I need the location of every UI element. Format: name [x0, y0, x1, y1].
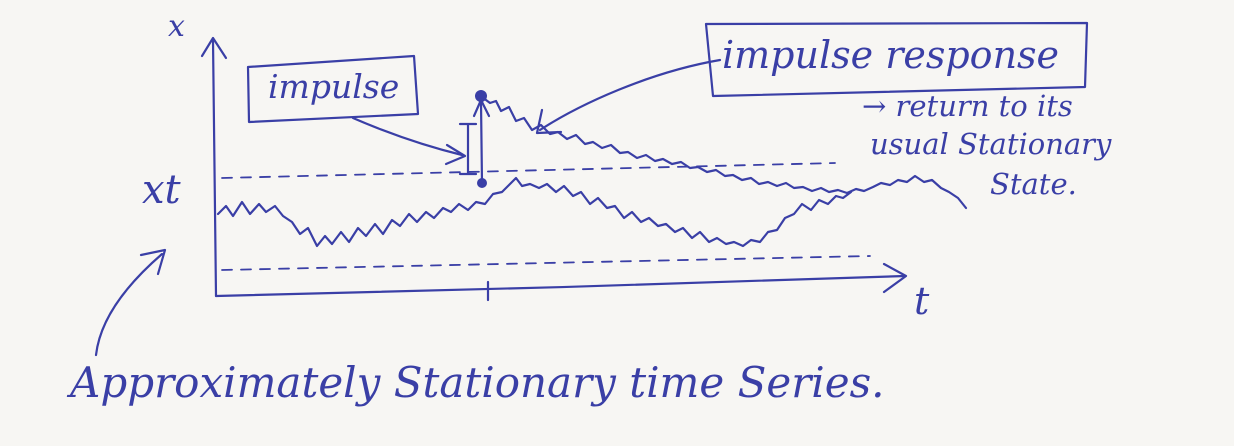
impulse-response-pointer-arrow: [538, 58, 722, 132]
return-note-line2: usual Stationary: [870, 127, 1112, 161]
impulse-jump-arrowhead: [472, 98, 491, 118]
impulse-response-label-box: [704, 21, 1089, 98]
impulse-label: impulse: [268, 67, 400, 106]
y-axis: [211, 38, 218, 298]
impulse-peak-dot: [475, 90, 487, 102]
x-axis: [214, 274, 907, 298]
impulse-magnitude-bracket: [458, 122, 478, 176]
impulse-label-box: [246, 54, 420, 124]
impulse-pointer-arrow: [351, 116, 464, 157]
x-axis-arrowhead: [882, 262, 908, 294]
upper-dashed-band: [221, 162, 836, 179]
caption-pointer-arrowhead: [139, 248, 167, 276]
y-axis-label: x: [168, 9, 185, 44]
series-symbol-label: xt: [142, 167, 181, 213]
stationary-series: [216, 176, 853, 248]
lower-dashed-band: [221, 255, 871, 271]
impulse-response-label: impulse response: [722, 33, 1060, 77]
caption-pointer-arrow: [94, 252, 164, 357]
return-note-line3: State.: [990, 167, 1077, 201]
x-axis-label: t: [914, 279, 930, 323]
diagram-caption: Approximately Stationary time Series.: [70, 358, 885, 407]
y-axis-arrowhead: [200, 36, 228, 60]
return-note-line1: → return to its: [862, 89, 1073, 123]
impulse-pointer-arrowhead: [444, 143, 467, 166]
impulse-jump-line: [479, 100, 484, 185]
impulse-response-pointer-arrowhead: [535, 108, 563, 135]
